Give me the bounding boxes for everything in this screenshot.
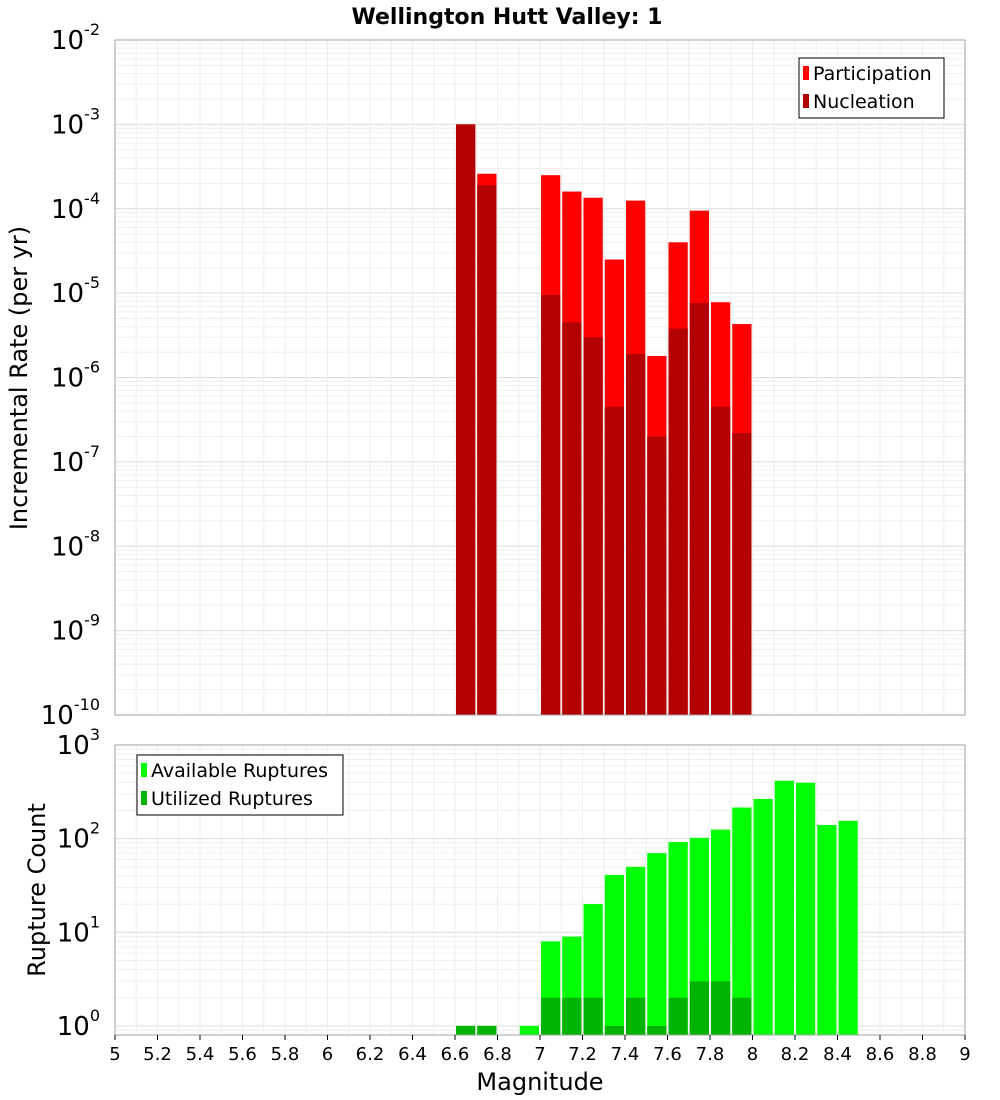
bottom-legend: Available Ruptures Utilized Ruptures bbox=[136, 754, 344, 816]
bar-nucleation bbox=[668, 328, 688, 715]
y-tick-label: 10-5 bbox=[51, 273, 100, 309]
y-tick-label: 10-9 bbox=[51, 611, 100, 647]
x-tick-label: 8 bbox=[747, 1044, 758, 1065]
bar-nucleation bbox=[689, 303, 709, 715]
bar-utilized-ruptures bbox=[477, 1025, 497, 1035]
x-tick-label: 5.4 bbox=[186, 1044, 215, 1065]
bar-utilized-ruptures bbox=[604, 1025, 624, 1035]
bar-available-ruptures bbox=[519, 1025, 539, 1035]
bar-available-ruptures bbox=[774, 780, 794, 1035]
top-bars bbox=[456, 124, 752, 716]
bar-utilized-ruptures bbox=[626, 997, 646, 1035]
y-tick-label: 10-2 bbox=[51, 20, 100, 56]
bar-available-ruptures bbox=[796, 782, 816, 1035]
bar-nucleation bbox=[583, 337, 603, 715]
x-tick-label: 7.8 bbox=[696, 1044, 725, 1065]
x-tick-label: 5 bbox=[109, 1044, 120, 1065]
bar-nucleation bbox=[711, 406, 731, 715]
bar-utilized-ruptures bbox=[732, 997, 752, 1035]
x-tick-label: 8.6 bbox=[866, 1044, 895, 1065]
legend-label-nucleation: Nucleation bbox=[813, 91, 915, 113]
x-tick-label: 5.8 bbox=[271, 1044, 300, 1065]
top-legend-box bbox=[798, 57, 945, 119]
y-tick-label: 10-10 bbox=[41, 695, 100, 731]
bar-nucleation bbox=[647, 436, 667, 715]
x-tick-label: 6.4 bbox=[398, 1044, 427, 1065]
x-tick-label: 5.2 bbox=[143, 1044, 172, 1065]
bottom-bars bbox=[456, 780, 858, 1035]
chart-title: Wellington Hutt Valley: 1 bbox=[352, 5, 663, 30]
y-tick-label: 10-4 bbox=[51, 189, 100, 225]
bar-utilized-ruptures bbox=[541, 997, 561, 1035]
x-tick-label: 7 bbox=[534, 1044, 545, 1065]
legend-swatch-available bbox=[141, 763, 147, 777]
bar-utilized-ruptures bbox=[689, 981, 709, 1035]
y-tick-label: 101 bbox=[57, 912, 100, 948]
x-tick-label: 7.4 bbox=[611, 1044, 640, 1065]
bar-available-ruptures bbox=[647, 853, 667, 1035]
x-tick-label: 8.8 bbox=[908, 1044, 937, 1065]
y-tick-label: 100 bbox=[57, 1006, 100, 1042]
x-ticks: 5 5.2 5.4 5.6 5.8 6 6.2 6.4 6.6 6.8 7 7.2 7.4 7.6 7.8 8… bbox=[109, 1035, 971, 1065]
y-tick-label: 10-6 bbox=[51, 358, 100, 394]
x-tick-label: 6.2 bbox=[356, 1044, 385, 1065]
bar-nucleation bbox=[604, 406, 624, 715]
y-tick-label: 10-3 bbox=[51, 104, 100, 140]
x-tick-label: 8.4 bbox=[823, 1044, 852, 1065]
bar-utilized-ruptures bbox=[562, 997, 582, 1035]
legend-label-available: Available Ruptures bbox=[151, 760, 328, 782]
bar-utilized-ruptures bbox=[583, 997, 603, 1035]
x-tick-label: 6.6 bbox=[441, 1044, 470, 1065]
x-tick-label: 6.8 bbox=[483, 1044, 512, 1065]
bar-utilized-ruptures bbox=[456, 1025, 476, 1035]
legend-label-utilized: Utilized Ruptures bbox=[151, 788, 313, 810]
y-tick-label: 102 bbox=[57, 819, 100, 855]
bottom-y-axis-label: Rupture Count bbox=[23, 803, 51, 977]
bar-available-ruptures bbox=[838, 820, 858, 1035]
top-y-ticks: 10-10 10-9 10-8 10-7 10-6 10-5 10-4 10-3 10-2 bbox=[41, 20, 100, 731]
bar-available-ruptures bbox=[753, 799, 773, 1035]
x-tick-label: 7.2 bbox=[568, 1044, 597, 1065]
x-tick-label: 8.2 bbox=[781, 1044, 810, 1065]
top-y-axis-label: Incremental Rate (per yr) bbox=[5, 226, 33, 530]
bar-available-ruptures bbox=[626, 866, 646, 1035]
x-axis-label: Magnitude bbox=[476, 1068, 603, 1096]
bar-utilized-ruptures bbox=[668, 997, 688, 1035]
bar-nucleation bbox=[477, 185, 497, 715]
y-tick-label: 103 bbox=[57, 725, 100, 761]
bar-utilized-ruptures bbox=[711, 981, 731, 1035]
bottom-legend-box bbox=[136, 754, 344, 816]
legend-swatch-participation bbox=[803, 66, 809, 80]
bar-available-ruptures bbox=[732, 807, 752, 1035]
top-grid bbox=[114, 40, 966, 716]
bottom-y-ticks: 100 101 102 103 bbox=[57, 725, 100, 1042]
y-tick-label: 10-7 bbox=[51, 442, 100, 478]
legend-swatch-nucleation bbox=[803, 94, 809, 108]
legend-label-participation: Participation bbox=[813, 63, 932, 85]
bottom-grid bbox=[114, 745, 966, 1036]
top-plot-border bbox=[114, 39, 966, 716]
top-plot-area: 10-10 10-9 10-8 10-7 10-6 10-5 10-4 10-3 10-2 In… bbox=[5, 20, 966, 731]
top-legend: Participation Nucleation bbox=[798, 57, 945, 119]
bar-nucleation bbox=[456, 124, 476, 715]
bar-nucleation bbox=[732, 432, 752, 715]
bar-available-ruptures bbox=[668, 842, 688, 1035]
legend-swatch-utilized bbox=[141, 791, 147, 805]
bar-utilized-ruptures bbox=[647, 1025, 667, 1035]
bar-nucleation bbox=[626, 353, 646, 715]
bottom-plot-area: 100 101 102 103 5 5.2 5.4 5.6 5.8 6 6.2 6.4 6.6 6.8 7… bbox=[23, 725, 971, 1096]
bar-available-ruptures bbox=[817, 824, 837, 1035]
y-tick-label: 10-8 bbox=[51, 526, 100, 562]
bar-nucleation bbox=[541, 295, 561, 715]
x-tick-label: 5.6 bbox=[228, 1044, 257, 1065]
x-tick-label: 6 bbox=[322, 1044, 333, 1065]
bar-nucleation bbox=[562, 322, 582, 715]
x-tick-label: 9 bbox=[959, 1044, 970, 1065]
bar-available-ruptures bbox=[604, 874, 624, 1035]
x-tick-label: 7.6 bbox=[653, 1044, 682, 1065]
